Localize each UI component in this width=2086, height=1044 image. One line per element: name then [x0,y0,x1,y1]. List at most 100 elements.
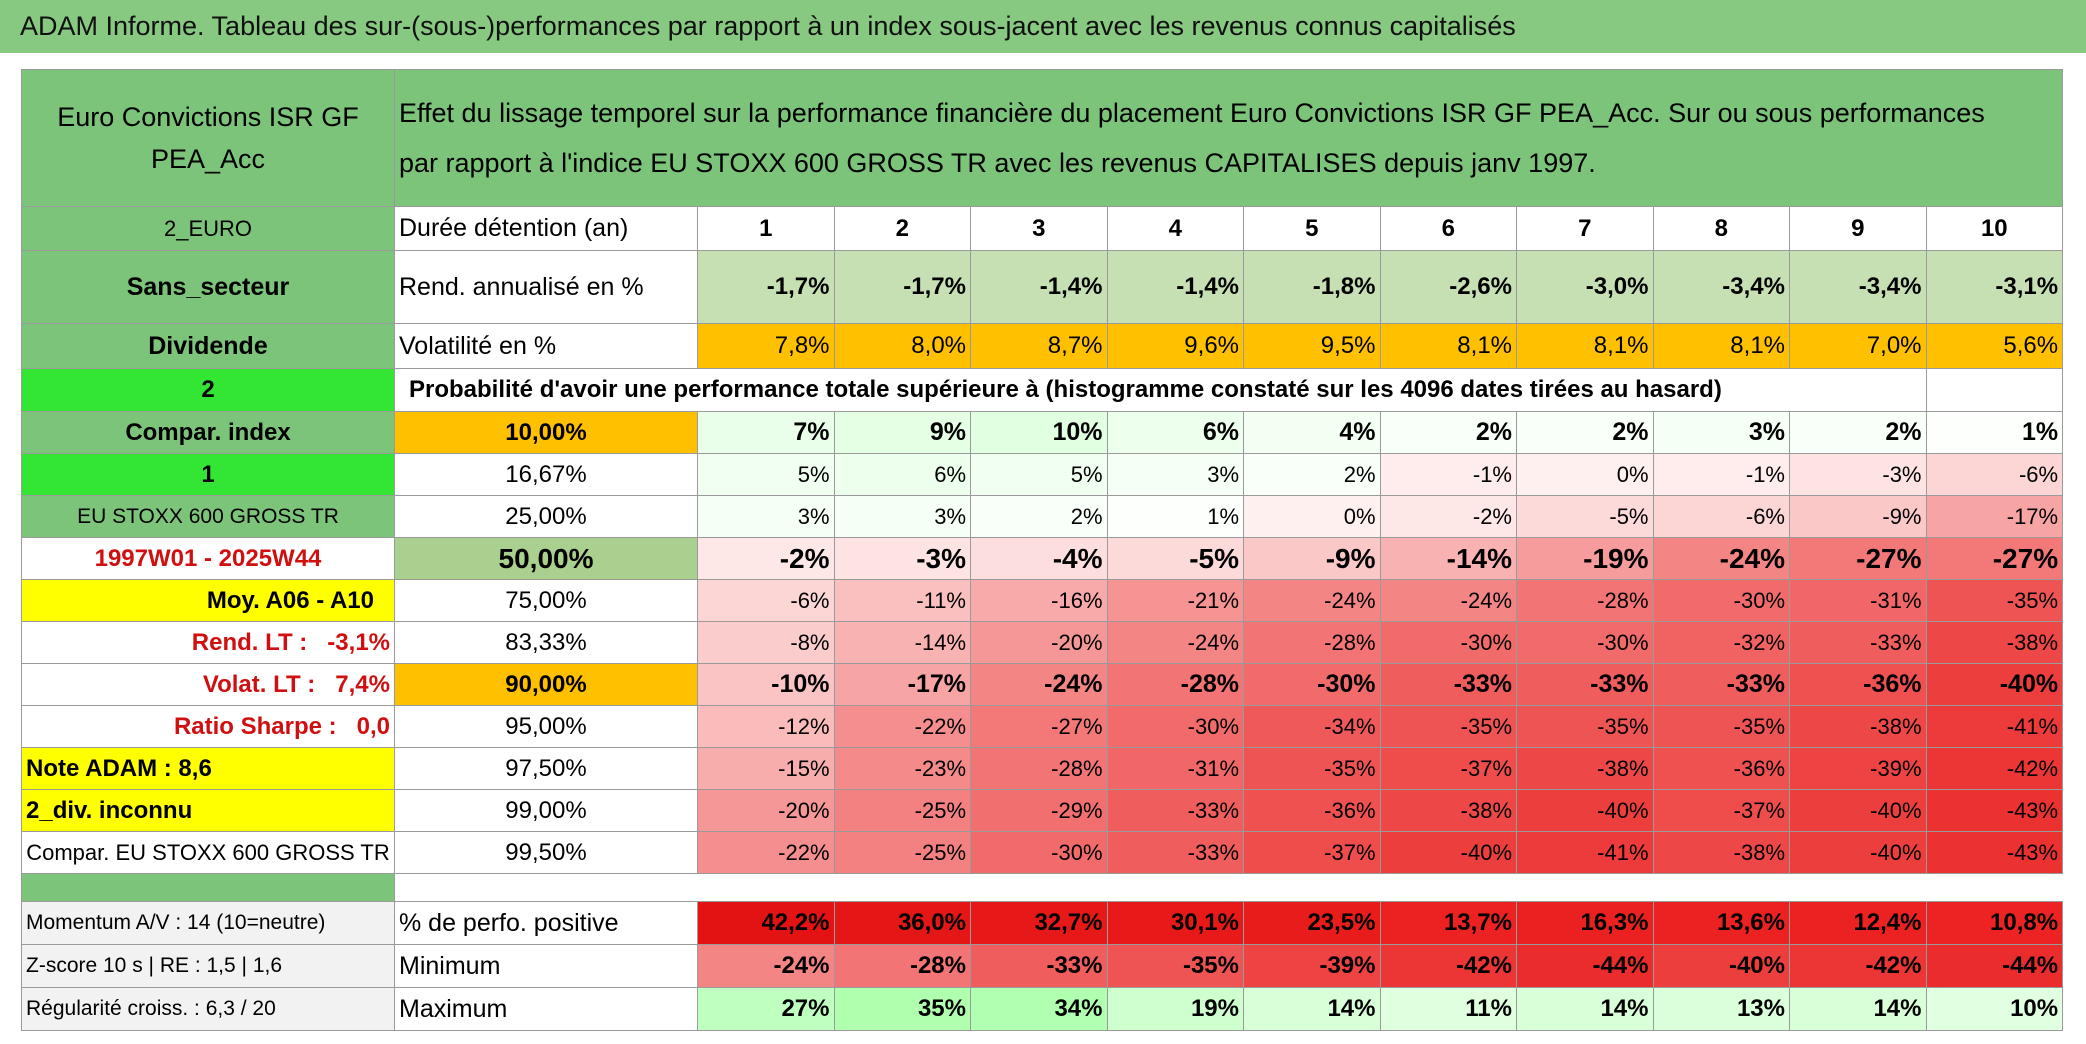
horizon: 3 [970,206,1108,251]
probability-value: -39% [1789,747,1927,790]
threshold: 50,00% [394,537,698,580]
stat-value: 30,1% [1106,901,1244,945]
horizon: 5 [1243,206,1381,251]
stat-value: 8,0% [833,323,971,369]
stat-row: Régularité croiss. : 6,3 / 20 Maximum 27% 3… [21,987,2064,1031]
top-row: Sans_secteur Rend. annualisé en % -1,7% -1,… [21,250,2064,324]
probability-value: 2% [970,495,1108,538]
probability-value: 0% [1243,495,1381,538]
probability-value: -32% [1652,621,1790,664]
row-key: % de perfo. positive [394,901,698,945]
empty-cell [1925,368,2064,412]
probability-value: -43% [1925,831,2064,874]
row-label: Sans_secteur [21,250,395,324]
probability-value: -36% [1243,789,1381,832]
spacer-cell [21,873,395,902]
stat-value: 27% [697,987,835,1031]
probability-value: -38% [1652,831,1790,874]
stat-value: 13% [1652,987,1790,1031]
probability-value: -19% [1516,537,1654,580]
probability-value: -22% [833,705,971,748]
probability-value: 5% [970,453,1108,496]
stat-value: 11% [1379,987,1517,1031]
stat-value: 14% [1789,987,1927,1031]
row-key: Durée détention (an) [394,206,698,251]
probability-value: -30% [970,831,1108,874]
probability-value: -28% [1243,621,1381,664]
probability-row: Compar. index 10,00% 7% 9% 10% 6% 4% 2% 2% 3% 2% 1% [21,411,2064,454]
row-key: Maximum [394,987,698,1031]
top-row: Dividende Volatilité en % 7,8% 8,0% 8,7% 9,6%… [21,323,2064,369]
stat-value: 8,1% [1516,323,1654,369]
probability-value: -28% [1516,579,1654,622]
probability-value: -35% [1652,705,1790,748]
probability-value: 2% [1516,411,1654,454]
row-label: Ratio Sharpe : 0,0 [21,705,395,748]
probability-value: -33% [1106,831,1244,874]
probability-value: -5% [1106,537,1244,580]
stat-value: -42% [1789,944,1927,988]
probability-value: -38% [1516,747,1654,790]
probability-header-row: 2 Probabilité d'avoir une performance tot… [21,368,2064,412]
probability-value: -33% [1652,663,1790,706]
stat-value: 8,1% [1652,323,1790,369]
stat-value: 7,0% [1789,323,1927,369]
probability-value: 2% [1243,453,1381,496]
probability-value: -30% [1106,705,1244,748]
threshold: 75,00% [394,579,698,622]
stat-value: 8,1% [1379,323,1517,369]
probability-value: -33% [1789,621,1927,664]
threshold: 90,00% [394,663,698,706]
probability-value: -29% [970,789,1108,832]
probability-value: -40% [1789,789,1927,832]
probability-value: -41% [1516,831,1654,874]
probability-value: -27% [1789,537,1927,580]
stat-row: Momentum A/V : 14 (10=neutre)% de perfo.… [21,901,2064,945]
horizon: 2 [833,206,971,251]
row-label: 2 [21,368,395,412]
probability-value: -37% [1243,831,1381,874]
stat-value: -1,4% [1106,250,1244,324]
stat-value: -3,4% [1789,250,1927,324]
probability-row: Volat. LT : 7,4% 90,00% -10% -17% -24% -28% -3… [21,663,2064,706]
probability-value: -23% [833,747,971,790]
threshold: 25,00% [394,495,698,538]
probability-title: Probabilité d'avoir une performance tota… [394,368,1927,412]
row-label: Volat. LT : 7,4% [21,663,395,706]
probability-value: -24% [1243,579,1381,622]
stat-value: -40% [1652,944,1790,988]
threshold: 95,00% [394,705,698,748]
probability-value: -36% [1789,663,1927,706]
stat-value: -24% [697,944,835,988]
probability-value: -33% [1516,663,1654,706]
stat-value: 32,7% [970,901,1108,945]
threshold: 83,33% [394,621,698,664]
spacer-cell [395,874,2063,902]
stat-value: -1,4% [970,250,1108,324]
probability-value: 3% [697,495,835,538]
probability-value: -15% [697,747,835,790]
stat-value: 8,7% [970,323,1108,369]
horizon: 7 [1516,206,1654,251]
stat-value: -28% [833,944,971,988]
row-label: Note ADAM : 8,6 [21,747,395,790]
top-row: 2_EURO Durée détention (an) 1 2 3 4 5 6 7 8 9 10 [21,206,2064,251]
probability-row: 1 16,67% 5% 6% 5% 3% 2% -1% 0% -1% -3% -6% [21,453,2064,496]
probability-value: -30% [1652,579,1790,622]
stat-value: -35% [1106,944,1244,988]
row-label: EU STOXX 600 GROSS TR [21,495,395,538]
stat-value: -3,0% [1516,250,1654,324]
probability-value: -9% [1789,495,1927,538]
threshold: 97,50% [394,747,698,790]
probability-value: -24% [1379,579,1517,622]
stat-value: 12,4% [1789,901,1927,945]
stat-value: 42,2% [697,901,835,945]
stat-value: -44% [1516,944,1654,988]
stat-value: -3,4% [1652,250,1790,324]
probability-value: -10% [697,663,835,706]
probability-value: -34% [1243,705,1381,748]
probability-value: -20% [697,789,835,832]
probability-value: -17% [1925,495,2064,538]
stat-value: 14% [1243,987,1381,1031]
row-label: Dividende [21,323,395,369]
